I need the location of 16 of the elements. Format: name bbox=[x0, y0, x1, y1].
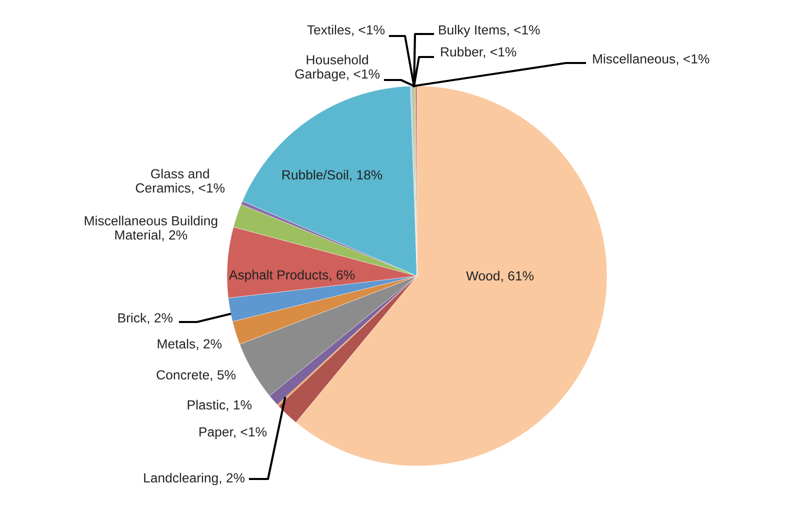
slice-label: Glass and Ceramics, <1% bbox=[136, 168, 225, 194]
slice-label: Miscellaneous, <1% bbox=[593, 54, 710, 66]
slice-label: Wood, 61% bbox=[466, 270, 534, 282]
slice-label: Rubber, <1% bbox=[441, 46, 516, 58]
slice-label: Bulky Items, <1% bbox=[439, 24, 540, 38]
slice-label: Household Garbage, <1% bbox=[295, 54, 380, 82]
slice-label: Rubble/Soil, 18% bbox=[282, 170, 382, 182]
slice-label: Brick, 2% bbox=[118, 312, 173, 324]
slice-label: Landclearing, 2% bbox=[144, 472, 245, 486]
slice-label: Asphalt Products, 6% bbox=[228, 270, 355, 282]
slice-label: Miscellaneous Building Material, 2% bbox=[84, 216, 218, 242]
slice-label: Textiles, <1% bbox=[307, 24, 385, 36]
slice-label: Metals, 2% bbox=[158, 338, 222, 350]
slice-label: Plastic, 1% bbox=[188, 400, 252, 412]
slice-label: Paper, <1% bbox=[199, 427, 267, 440]
slice-label: Concrete, 5% bbox=[156, 370, 236, 382]
